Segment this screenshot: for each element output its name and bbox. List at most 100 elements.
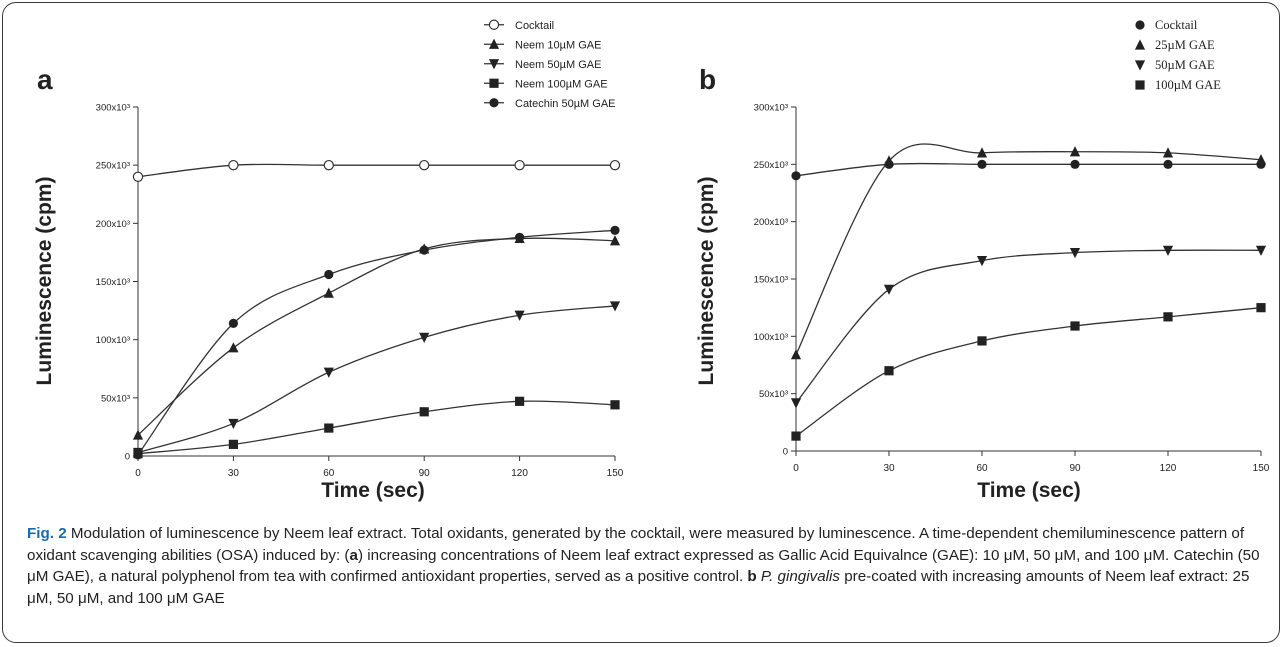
legend-label: Cocktail	[515, 20, 554, 32]
data-point	[514, 310, 525, 321]
legend-entry: Cocktail	[1135, 18, 1198, 32]
caption-label: Fig. 2	[27, 525, 67, 542]
panel-label-b: b	[699, 64, 716, 95]
series-line	[137, 305, 616, 454]
legend-marker	[489, 98, 499, 108]
series-a-4	[133, 225, 620, 460]
x-tick-label: 120	[1160, 463, 1177, 474]
data-point	[1256, 303, 1266, 313]
legend-entry: Neem 50µM GAE	[484, 59, 601, 71]
y-tick-label: 200x10³	[754, 217, 788, 228]
legend-label: 100µM GAE	[1155, 78, 1221, 92]
data-point	[1070, 321, 1080, 331]
y-tick-label: 250x10³	[96, 161, 130, 172]
caption-text-1: Modulation of luminescence by Neem leaf …	[27, 525, 1245, 564]
data-point	[1162, 147, 1174, 158]
data-point	[1163, 159, 1173, 169]
data-point	[791, 431, 801, 441]
data-point	[610, 400, 620, 410]
data-point	[419, 245, 429, 255]
series-b-1	[790, 143, 1267, 360]
series-line	[137, 237, 616, 436]
series-line	[795, 143, 1262, 355]
data-point	[976, 256, 988, 267]
series-a-0	[132, 159, 621, 182]
y-tick-label: 100x10³	[754, 332, 788, 343]
x-tick-label: 30	[883, 463, 895, 474]
chart-panel-a: a 0 50x10³ 100x10³ 150x10³ 200x10³ 250x10³ 300x…	[33, 19, 624, 502]
data-point	[1069, 248, 1081, 259]
data-point	[228, 342, 239, 353]
series-a-1	[132, 232, 621, 440]
legend-label: Neem 100µM GAE	[515, 78, 608, 90]
data-point	[133, 450, 143, 460]
legend-marker	[1134, 60, 1146, 71]
series-line	[795, 162, 1261, 177]
data-point	[609, 301, 621, 312]
caption-species: P. gingivalis	[760, 568, 840, 585]
data-point	[419, 159, 430, 171]
y-axis-title: Luminescence (cpm)	[33, 177, 56, 386]
x-tick-label: 90	[1069, 463, 1081, 474]
data-point	[790, 349, 802, 360]
data-point	[228, 418, 239, 430]
data-point	[790, 398, 802, 409]
series-a-3	[133, 396, 620, 459]
series-line	[137, 400, 616, 455]
legend-marker	[1135, 80, 1145, 90]
series-b-3	[791, 303, 1266, 441]
legend-label: 25µM GAE	[1155, 38, 1215, 52]
legend-marker	[1134, 39, 1146, 50]
data-point	[228, 439, 238, 449]
data-point	[132, 429, 144, 440]
x-tick-label: 0	[135, 468, 141, 479]
series-line	[137, 229, 616, 456]
series-line	[795, 307, 1262, 437]
legend-entry: Neem 100µM GAE	[484, 78, 608, 90]
data-point	[514, 159, 525, 171]
legend-label: Catechin 50µM GAE	[515, 98, 616, 110]
x-tick-label: 60	[323, 468, 335, 479]
x-tick-label: 120	[511, 468, 528, 479]
caption-text-2: ) increasing concentrations of Neem leaf…	[27, 546, 1260, 586]
data-point	[1255, 154, 1267, 165]
legend-label: Neem 50µM GAE	[515, 59, 601, 71]
data-point	[883, 155, 895, 166]
data-point	[791, 171, 801, 181]
y-tick-label: 200x10³	[96, 219, 130, 230]
series-b-0	[791, 159, 1266, 181]
data-point	[323, 287, 334, 298]
data-point	[419, 332, 430, 343]
data-point	[1163, 312, 1173, 322]
y-tick-label: 0	[125, 452, 130, 463]
data-point	[419, 407, 429, 417]
data-point	[324, 269, 334, 280]
charts-canvas: a 0 50x10³ 100x10³ 150x10³ 200x10³ 250x10³ 300x…	[33, 18, 1270, 502]
legend-entry: 50µM GAE	[1134, 58, 1215, 72]
data-point	[323, 159, 334, 171]
legend-label: Cocktail	[1155, 18, 1198, 32]
data-point	[1070, 159, 1080, 169]
legend-marker	[488, 59, 500, 70]
data-point	[228, 318, 238, 328]
y-tick-label: 300x10³	[754, 103, 788, 114]
data-point	[1162, 245, 1174, 256]
legend-label: 50µM GAE	[1155, 58, 1215, 72]
data-point	[610, 225, 620, 235]
data-point	[132, 171, 144, 182]
legend-entry: Catechin 50µM GAE	[484, 98, 616, 110]
data-point	[977, 336, 987, 346]
data-point	[609, 235, 621, 246]
data-point	[976, 147, 988, 158]
y-tick-label: 50x10³	[101, 393, 130, 404]
legend-marker	[1135, 20, 1145, 30]
data-point	[515, 232, 525, 242]
caption-text-4: pre-coated with increasing amounts of Ne…	[27, 568, 1250, 607]
series-a-2	[132, 301, 621, 459]
legend-marker	[488, 38, 500, 49]
x-axis-title: Time (sec)	[321, 479, 425, 502]
legend-marker	[488, 19, 500, 30]
legend-entry: Cocktail	[484, 19, 554, 32]
data-point	[883, 284, 895, 295]
